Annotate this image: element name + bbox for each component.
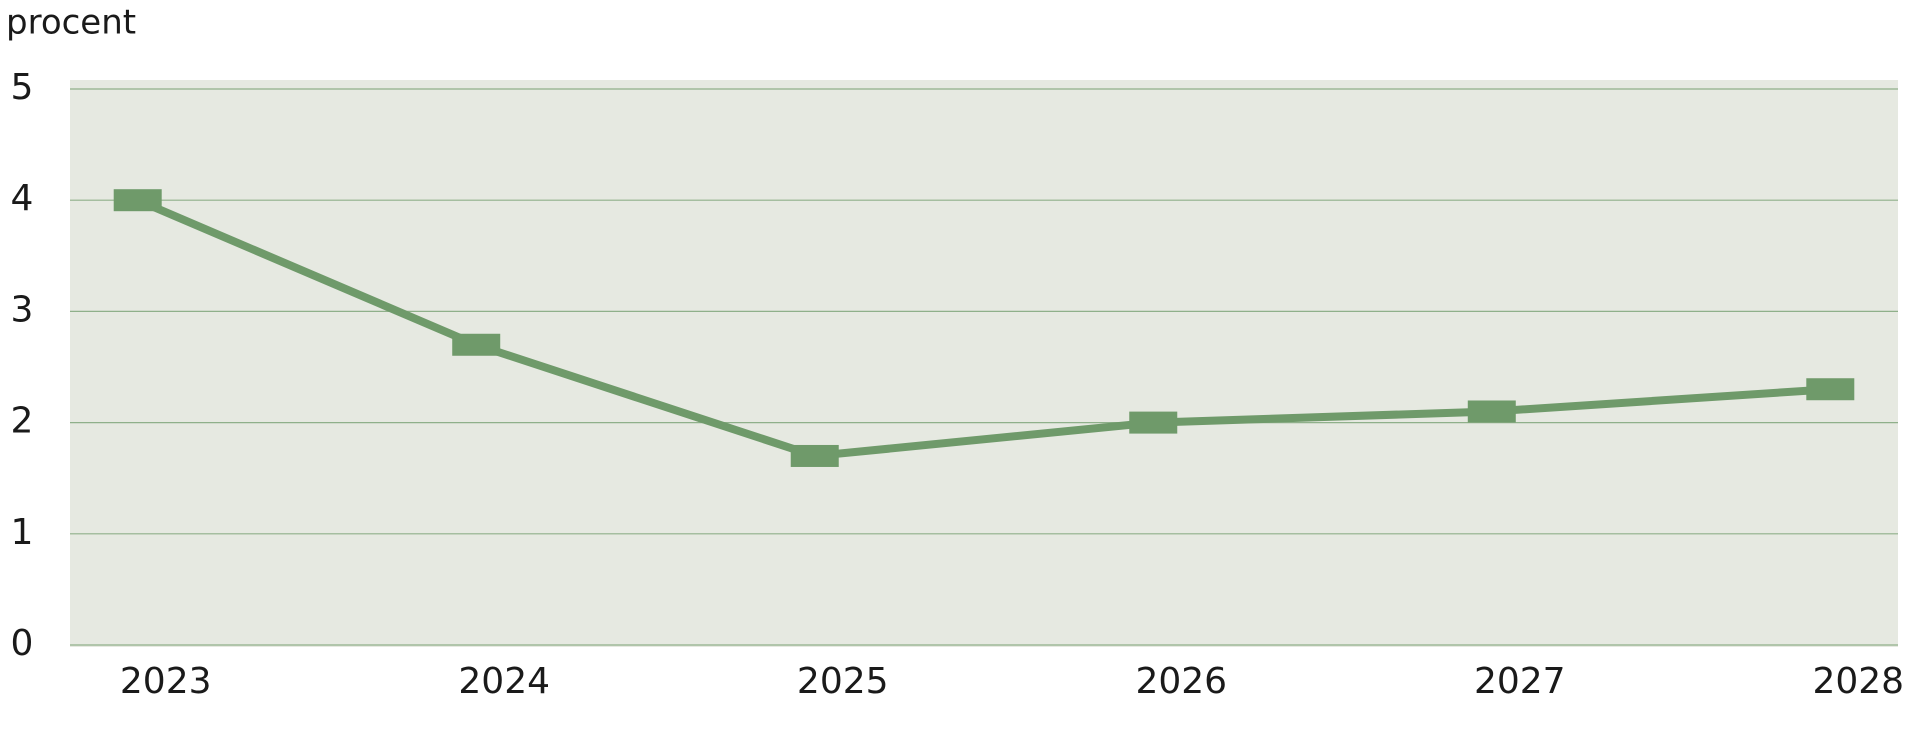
x-tick-label: 2025 (797, 661, 889, 702)
marker (1129, 411, 1178, 434)
y-tick-label: 3 (11, 289, 34, 330)
y-tick-label: 1 (11, 512, 34, 553)
marker (452, 333, 501, 356)
y-tick-label: 4 (11, 178, 34, 219)
y-tick-label: 0 (11, 623, 34, 664)
marker (113, 189, 162, 212)
x-tick-label: 2027 (1474, 661, 1566, 702)
y-tick-label: 2 (11, 401, 34, 442)
marker (790, 444, 839, 467)
line-series (136, 196, 1831, 461)
x-tick-label: 2026 (1135, 661, 1227, 702)
x-tick-label: 2023 (120, 661, 212, 702)
marker (1467, 400, 1516, 423)
x-tick-label: 2028 (1812, 661, 1904, 702)
y-tick-label: 5 (11, 67, 34, 108)
plot-area (70, 80, 1898, 647)
x-tick-label: 2024 (458, 661, 550, 702)
y-axis-label: procent (6, 3, 136, 43)
marker (1806, 378, 1855, 401)
